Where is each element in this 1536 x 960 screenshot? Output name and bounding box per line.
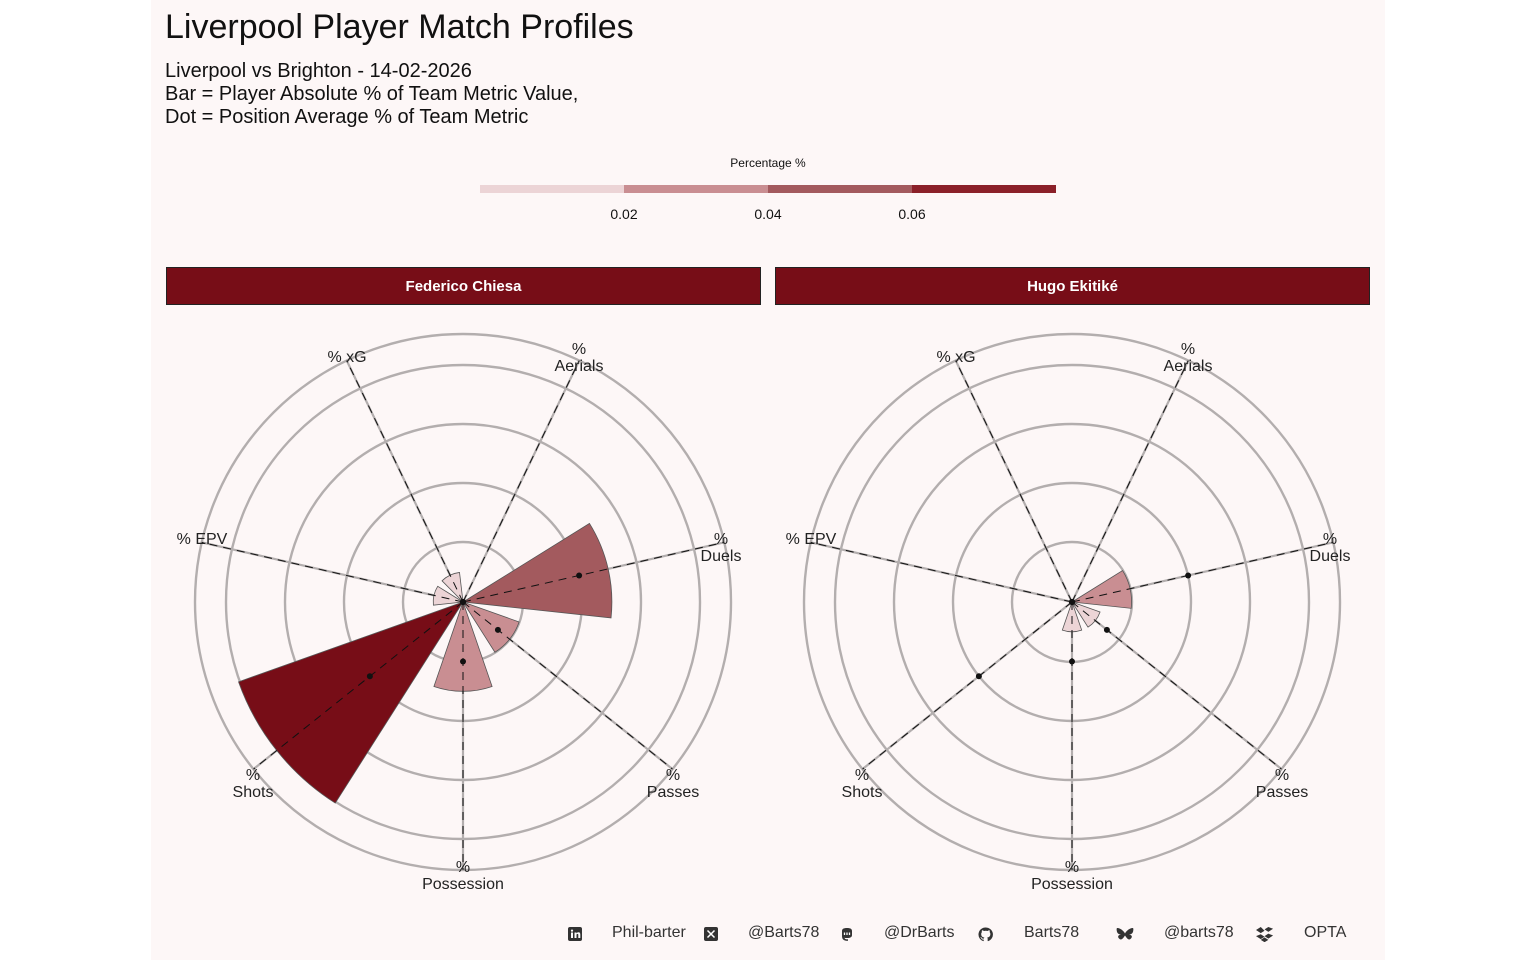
linkedin-icon (568, 927, 582, 946)
github-icon (978, 927, 993, 947)
subtitle-line-match: Liverpool vs Brighton - 14-02-2026 (165, 60, 472, 82)
axis-label-epv: % EPV (177, 531, 228, 548)
legend-color-segment (912, 185, 1056, 193)
legend-tick-label: 0.02 (610, 206, 638, 222)
position-average-dot (1103, 626, 1110, 633)
facet-strip-player-2: Hugo Ekitiké (775, 267, 1370, 305)
footer-data-source: OPTA (1304, 924, 1347, 941)
position-average-dot (1069, 599, 1075, 605)
footer-linkedin-handle: Phil-barter (612, 924, 686, 941)
axis-label-passes: % Passes (647, 767, 699, 801)
axis-label-shots: % Shots (233, 767, 274, 801)
axis-label-epv: % EPV (786, 531, 837, 548)
dropbox-icon (1256, 927, 1274, 947)
axis-label-aerials: % Aerials (555, 341, 604, 375)
position-average-dot (460, 658, 467, 665)
bar-shots (238, 601, 464, 804)
legend-color-segment (768, 185, 912, 193)
position-average-dot (494, 626, 501, 633)
dashed-guide (1071, 601, 1282, 770)
legend-color-segment (624, 185, 768, 193)
position-average-dot (576, 572, 583, 579)
dashed-guide (253, 601, 464, 770)
x-twitter-icon (704, 927, 718, 946)
radar-chart-2: % Duels % Passes % Possession % Shots % EPV % xG%… (786, 332, 1351, 893)
axis-label-possession: % Possession (422, 859, 504, 893)
legend-tick-label: 0.04 (754, 206, 782, 222)
axis-label-aerials: % Aerials (1164, 341, 1213, 375)
position-average-dot (975, 673, 982, 680)
axis-label-shots: % Shots (842, 767, 883, 801)
footer-x-handle: @Barts78 (748, 924, 820, 941)
legend-color-segment (480, 185, 624, 193)
bar-duels (1070, 570, 1132, 609)
dashed-guide (1071, 360, 1189, 603)
subtitle-line-dot: Dot = Position Average % of Team Metric (165, 106, 529, 128)
bar-duels (461, 522, 613, 619)
axis-label-duels: % Duels (701, 531, 742, 565)
dashed-guide (955, 360, 1073, 603)
facet-strip-player-1: Federico Chiesa (166, 267, 761, 305)
axis-label-duels: % Duels (1310, 531, 1351, 565)
legend-colorbar (480, 185, 1056, 193)
position-average-dot (1185, 572, 1192, 579)
footer-bluesky-handle: @barts78 (1164, 924, 1234, 941)
dashed-guide (346, 360, 464, 603)
axis-label-possession: % Possession (1031, 859, 1113, 893)
subtitle-line-bar: Bar = Player Absolute % of Team Metric V… (165, 83, 579, 105)
dashed-guide (1071, 541, 1334, 603)
chart-title: Liverpool Player Match Profiles (165, 8, 634, 46)
axis-label-xg: % xG (936, 349, 975, 366)
bluesky-butterfly-icon (1116, 927, 1134, 947)
mastodon-icon (840, 927, 854, 946)
footer-mastodon-handle: @DrBarts (884, 924, 955, 941)
dashed-guide (462, 541, 725, 603)
dashed-guide (462, 360, 580, 603)
axis-label-passes: % Passes (1256, 767, 1308, 801)
axis-label-xg: % xG (327, 349, 366, 366)
radar-chart-1: % Duels % Passes % Possession % Shots % EPV % xG%… (177, 332, 742, 893)
plot-background (151, 0, 1385, 960)
legend-title: Percentage % (730, 156, 806, 170)
position-average-dot (366, 673, 373, 680)
footer-github-handle: Barts78 (1024, 924, 1080, 941)
legend-tick-label: 0.06 (898, 206, 926, 222)
position-average-dot (1069, 658, 1076, 665)
dashed-guide (201, 541, 464, 603)
dashed-guide (810, 541, 1073, 603)
position-average-dot (460, 599, 466, 605)
dashed-guide (862, 601, 1073, 770)
chart-subtitle: Liverpool vs Brighton - 14-02-2026 Bar =… (165, 60, 578, 129)
